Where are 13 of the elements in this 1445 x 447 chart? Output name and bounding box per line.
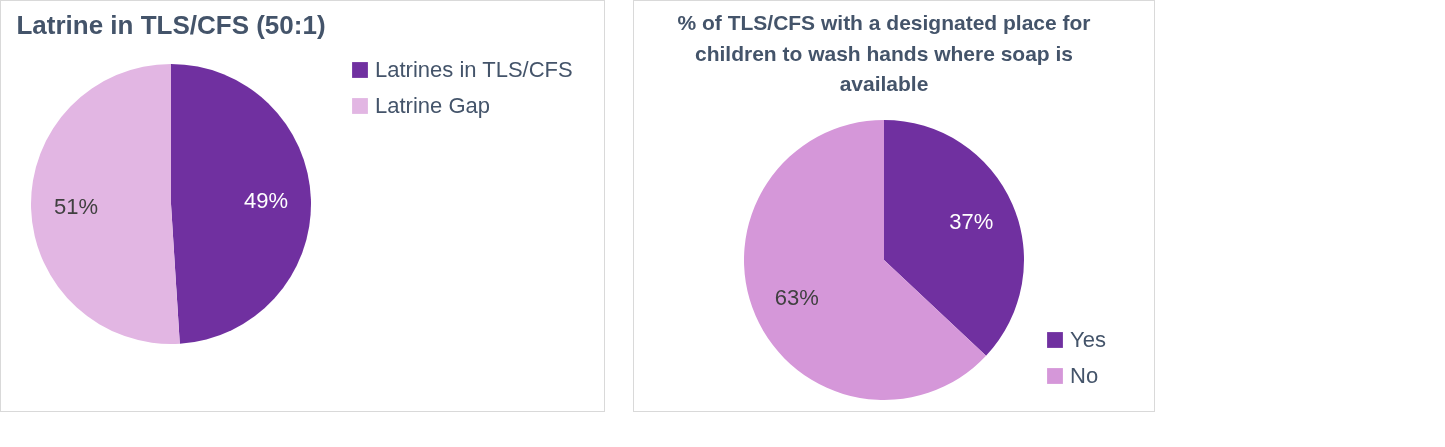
pie-slice (31, 64, 180, 344)
legend-label: Yes (1070, 327, 1106, 352)
legend-label: Latrines in TLS/CFS (375, 57, 573, 82)
chart-title: Latrine in TLS/CFS (50:1) (16, 10, 326, 40)
data-label: 49% (243, 188, 288, 214)
pie-slice (884, 120, 1024, 356)
chart-title: % of TLS/CFS with a designated place for children to wash hands where soap is available (677, 11, 1091, 95)
data-label: 37% (949, 209, 994, 235)
data-label: 63% (774, 284, 819, 310)
data-label: 51% (54, 193, 99, 219)
legend-label: Latrine Gap (375, 93, 490, 118)
legend-label: No (1070, 363, 1099, 388)
pie-slice (171, 64, 311, 344)
